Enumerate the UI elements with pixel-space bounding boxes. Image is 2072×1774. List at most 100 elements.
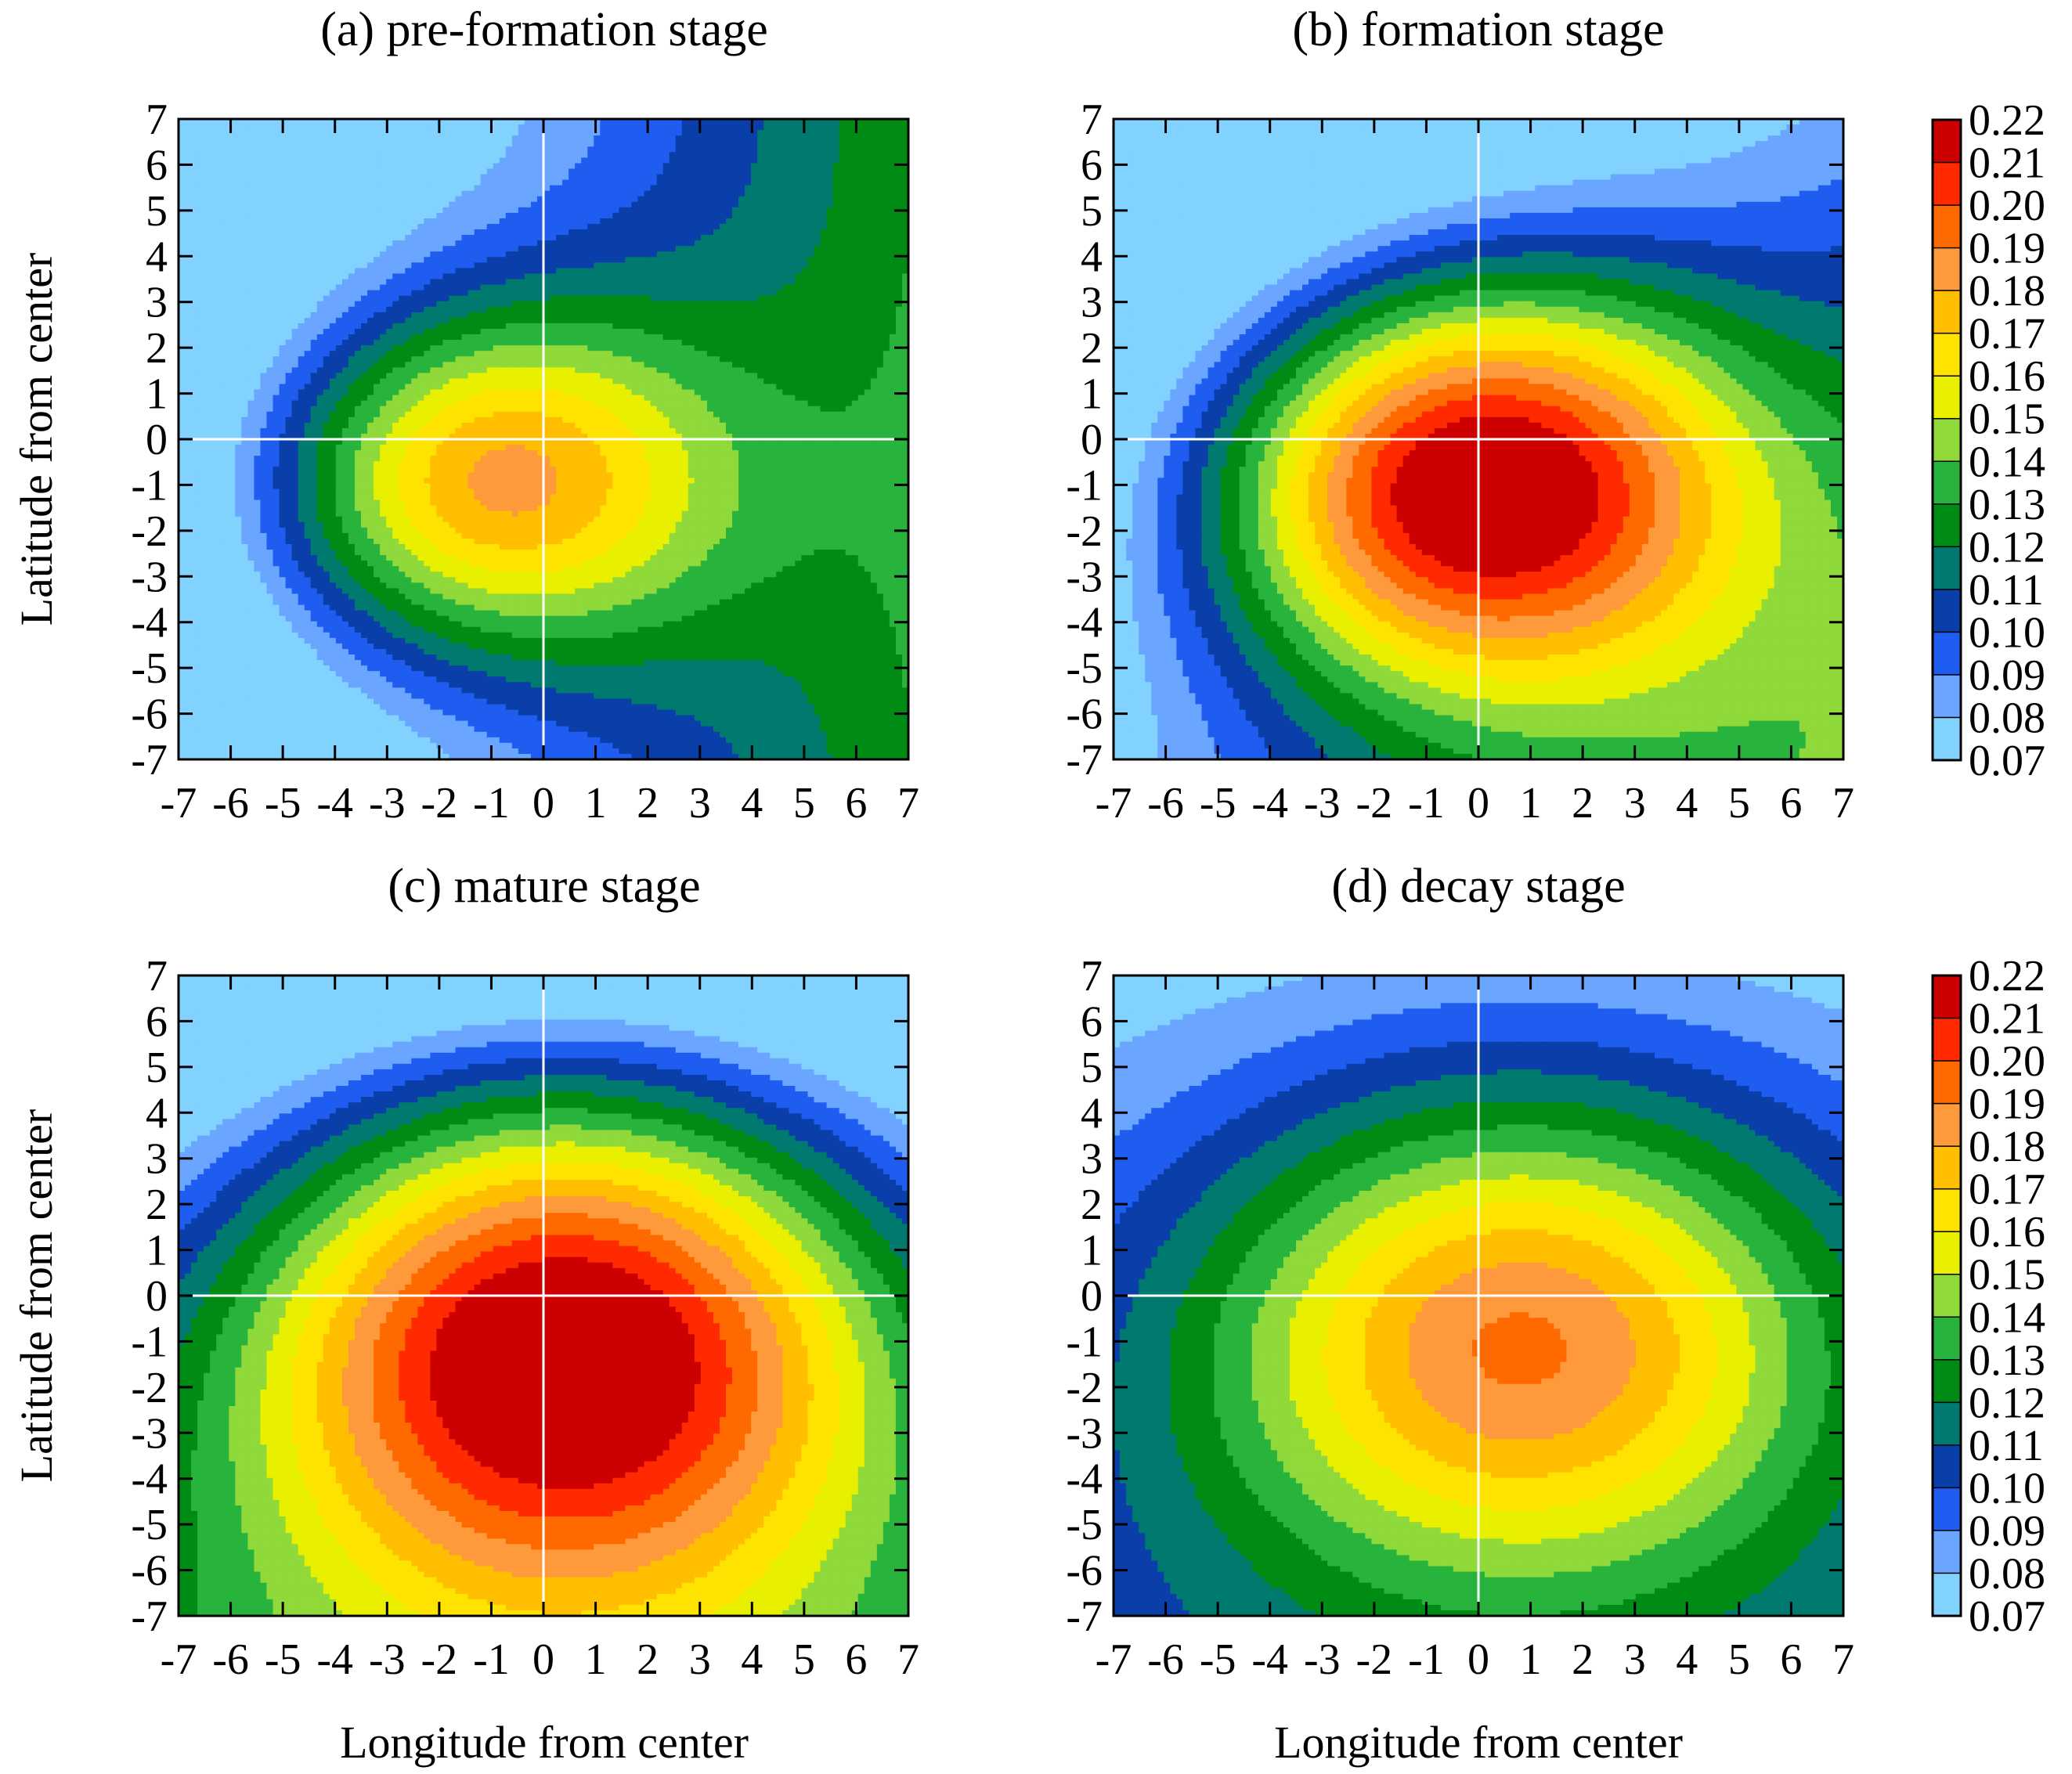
- contour-cell: [587, 196, 594, 203]
- contour-cell: [323, 130, 330, 136]
- contour-cell: [870, 345, 878, 352]
- contour-cell: [713, 257, 720, 263]
- contour-cell: [556, 251, 563, 258]
- contour-cell: [832, 190, 840, 197]
- contour-cell: [612, 246, 620, 252]
- contour-cell: [870, 135, 878, 142]
- contour-cell: [883, 251, 890, 258]
- contour-cell: [889, 163, 897, 170]
- contour-cell: [606, 124, 613, 131]
- contour-cell: [455, 246, 463, 252]
- contour-cell: [493, 229, 500, 236]
- contour-cell: [700, 301, 708, 308]
- contour-cell: [505, 334, 513, 341]
- contour-cell: [782, 157, 789, 164]
- contour-cell: [511, 168, 519, 175]
- contour-cell: [669, 323, 677, 330]
- contour-cell: [405, 201, 412, 208]
- contour-cell: [594, 218, 601, 225]
- contour-cell: [776, 257, 783, 263]
- contour-cell: [700, 251, 708, 258]
- contour-cell: [619, 174, 626, 181]
- contour-cell: [329, 124, 337, 131]
- contour-cell: [864, 163, 872, 170]
- contour-cell: [694, 323, 702, 330]
- contour-cell: [637, 262, 645, 269]
- contour-cell: [820, 235, 828, 241]
- contour-cell: [298, 207, 305, 214]
- contour-cell: [216, 334, 223, 341]
- contour-cell: [316, 196, 324, 203]
- contour-cell: [361, 174, 368, 181]
- contour-cell: [467, 146, 475, 153]
- contour-cell: [505, 146, 513, 153]
- contour-cell: [662, 119, 670, 125]
- contour-cell: [461, 124, 469, 131]
- contour-cell: [587, 306, 594, 313]
- contour-cell: [726, 157, 733, 164]
- contour-cell: [713, 201, 720, 208]
- contour-cell: [857, 185, 865, 192]
- contour-cell: [688, 290, 695, 297]
- contour-cell: [901, 328, 908, 335]
- contour-cell: [732, 301, 739, 308]
- contour-cell: [675, 190, 683, 197]
- contour-cell: [298, 130, 305, 136]
- contour-cell: [675, 262, 683, 269]
- contour-cell: [644, 273, 652, 280]
- contour-cell: [851, 262, 859, 269]
- contour-cell: [770, 152, 777, 158]
- contour-cell: [625, 295, 633, 302]
- contour-cell: [669, 334, 677, 341]
- contour-cell: [550, 124, 557, 131]
- contour-cell: [511, 251, 519, 258]
- contour-cell: [726, 135, 733, 142]
- contour-cell: [845, 295, 853, 302]
- contour-cell: [430, 317, 438, 324]
- contour-cell: [569, 345, 576, 352]
- contour-cell: [694, 152, 702, 158]
- contour-cell: [839, 284, 846, 291]
- contour-cell: [467, 174, 475, 181]
- contour-cell: [310, 190, 318, 197]
- contour-cell: [669, 284, 677, 291]
- contour-cell: [606, 279, 613, 286]
- contour-cell: [222, 295, 229, 302]
- contour-cell: [637, 146, 645, 153]
- contour-cell: [291, 135, 299, 142]
- contour-cell: [524, 201, 532, 208]
- contour-cell: [581, 340, 588, 346]
- contour-cell: [480, 201, 488, 208]
- contour-cell: [222, 290, 229, 297]
- contour-cell: [669, 229, 677, 236]
- contour-cell: [229, 317, 236, 324]
- contour-cell: [229, 306, 236, 313]
- contour-cell: [820, 190, 828, 197]
- contour-cell: [329, 323, 337, 330]
- contour-cell: [606, 340, 613, 346]
- contour-cell: [550, 152, 557, 158]
- contour-cell: [631, 223, 639, 230]
- contour-cell: [839, 240, 846, 247]
- contour-cell: [210, 251, 217, 258]
- contour-cell: [505, 340, 513, 346]
- contour-cell: [436, 235, 444, 241]
- contour-cell: [650, 135, 658, 142]
- contour-cell: [405, 246, 412, 252]
- contour-cell: [751, 340, 758, 346]
- contour-cell: [179, 273, 186, 280]
- contour-cell: [719, 168, 727, 175]
- contour-cell: [179, 317, 186, 324]
- contour-cell: [637, 284, 645, 291]
- contour-cell: [386, 306, 393, 313]
- contour-cell: [575, 218, 582, 225]
- contour-cell: [675, 328, 683, 335]
- contour-cell: [260, 312, 268, 319]
- contour-cell: [374, 268, 381, 275]
- contour-cell: [681, 306, 689, 313]
- contour-cell: [392, 334, 399, 341]
- contour-cell: [851, 152, 859, 158]
- contour-cell: [681, 179, 689, 186]
- contour-cell: [807, 196, 815, 203]
- contour-cell: [839, 196, 846, 203]
